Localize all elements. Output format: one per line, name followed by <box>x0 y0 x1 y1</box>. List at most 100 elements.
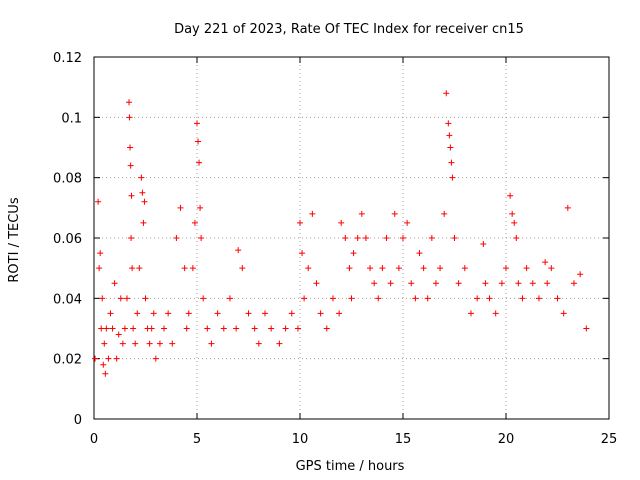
data-point <box>507 192 514 199</box>
data-point <box>560 310 567 317</box>
data-point <box>132 340 139 347</box>
data-point <box>109 325 116 332</box>
x-axis-label: GPS time / hours <box>296 459 405 474</box>
data-point <box>428 235 435 241</box>
data-point <box>362 235 369 241</box>
data-point <box>268 325 275 332</box>
data-point <box>105 355 112 362</box>
data-point <box>150 310 157 317</box>
data-point <box>511 219 518 226</box>
data-point <box>486 295 493 302</box>
data-point <box>294 325 301 332</box>
data-point <box>141 198 148 205</box>
data-point <box>513 235 520 241</box>
data-point <box>107 310 114 317</box>
data-point <box>443 90 450 97</box>
data-point <box>196 159 203 166</box>
data-point <box>367 265 374 272</box>
data-point <box>395 265 402 272</box>
y-tick-label: 0.04 <box>53 292 82 307</box>
data-point <box>515 280 522 287</box>
grid-lines <box>94 57 609 419</box>
data-point <box>305 265 312 272</box>
data-point <box>121 325 128 332</box>
data-point <box>276 340 283 347</box>
data-point <box>383 235 390 241</box>
data-point <box>509 210 516 217</box>
data-point <box>336 310 343 317</box>
data-point <box>185 310 192 317</box>
data-point <box>239 265 246 272</box>
data-point <box>329 295 336 302</box>
data-point <box>142 295 149 302</box>
data-point <box>313 280 320 287</box>
data-point <box>408 280 415 287</box>
data-point <box>152 355 159 362</box>
data-point <box>544 280 551 287</box>
data-point <box>535 295 542 302</box>
data-point <box>169 340 176 347</box>
data-point <box>498 280 505 287</box>
data-point <box>492 310 499 317</box>
data-point <box>570 280 577 287</box>
data-point <box>189 265 196 272</box>
y-tick-label: 0.1 <box>61 111 82 126</box>
chart-title: Day 221 of 2023, Rate Of TEC Index for r… <box>174 22 524 37</box>
data-point <box>126 114 133 121</box>
data-point <box>165 310 172 317</box>
data-point <box>119 340 126 347</box>
data-point <box>467 310 474 317</box>
data-point <box>529 280 536 287</box>
data-point <box>420 265 427 272</box>
data-point <box>235 247 242 254</box>
data-point <box>183 325 190 332</box>
data-point <box>342 235 349 241</box>
data-point <box>208 340 215 347</box>
data-point <box>519 295 526 302</box>
data-point <box>447 144 454 151</box>
plot-frame <box>93 56 610 420</box>
data-point <box>583 325 590 332</box>
y-tick-label: 0.08 <box>53 172 82 187</box>
data-point <box>139 189 146 196</box>
data-point <box>92 355 99 362</box>
data-point <box>136 265 143 272</box>
data-point <box>198 235 205 241</box>
data-point <box>127 144 134 151</box>
data-point <box>441 210 448 217</box>
data-point <box>371 280 378 287</box>
data-points <box>92 90 590 377</box>
data-point <box>173 235 180 241</box>
y-tick-label: 0.12 <box>53 51 82 66</box>
data-point <box>523 265 530 272</box>
data-point <box>111 280 118 287</box>
data-point <box>100 361 107 368</box>
data-point <box>432 280 439 287</box>
data-point <box>140 219 147 226</box>
data-point <box>117 295 124 302</box>
data-point <box>404 219 411 226</box>
data-point <box>412 295 419 302</box>
data-point <box>288 310 295 317</box>
data-point <box>317 310 324 317</box>
data-point <box>126 99 133 106</box>
data-point <box>446 132 453 139</box>
data-point <box>480 241 487 248</box>
data-point <box>548 265 555 272</box>
data-point <box>455 280 462 287</box>
data-point <box>387 280 394 287</box>
data-point <box>482 280 489 287</box>
data-point <box>346 265 353 272</box>
x-tick-label: 15 <box>395 432 412 447</box>
axis-ticks <box>93 56 610 420</box>
data-point <box>577 271 584 278</box>
x-tick-label: 0 <box>90 432 98 447</box>
data-point <box>379 265 386 272</box>
data-point <box>156 340 163 347</box>
data-point <box>134 310 141 317</box>
y-tick-label: 0 <box>74 413 82 428</box>
data-point <box>348 295 355 302</box>
data-point <box>161 325 168 332</box>
data-point <box>98 325 105 332</box>
